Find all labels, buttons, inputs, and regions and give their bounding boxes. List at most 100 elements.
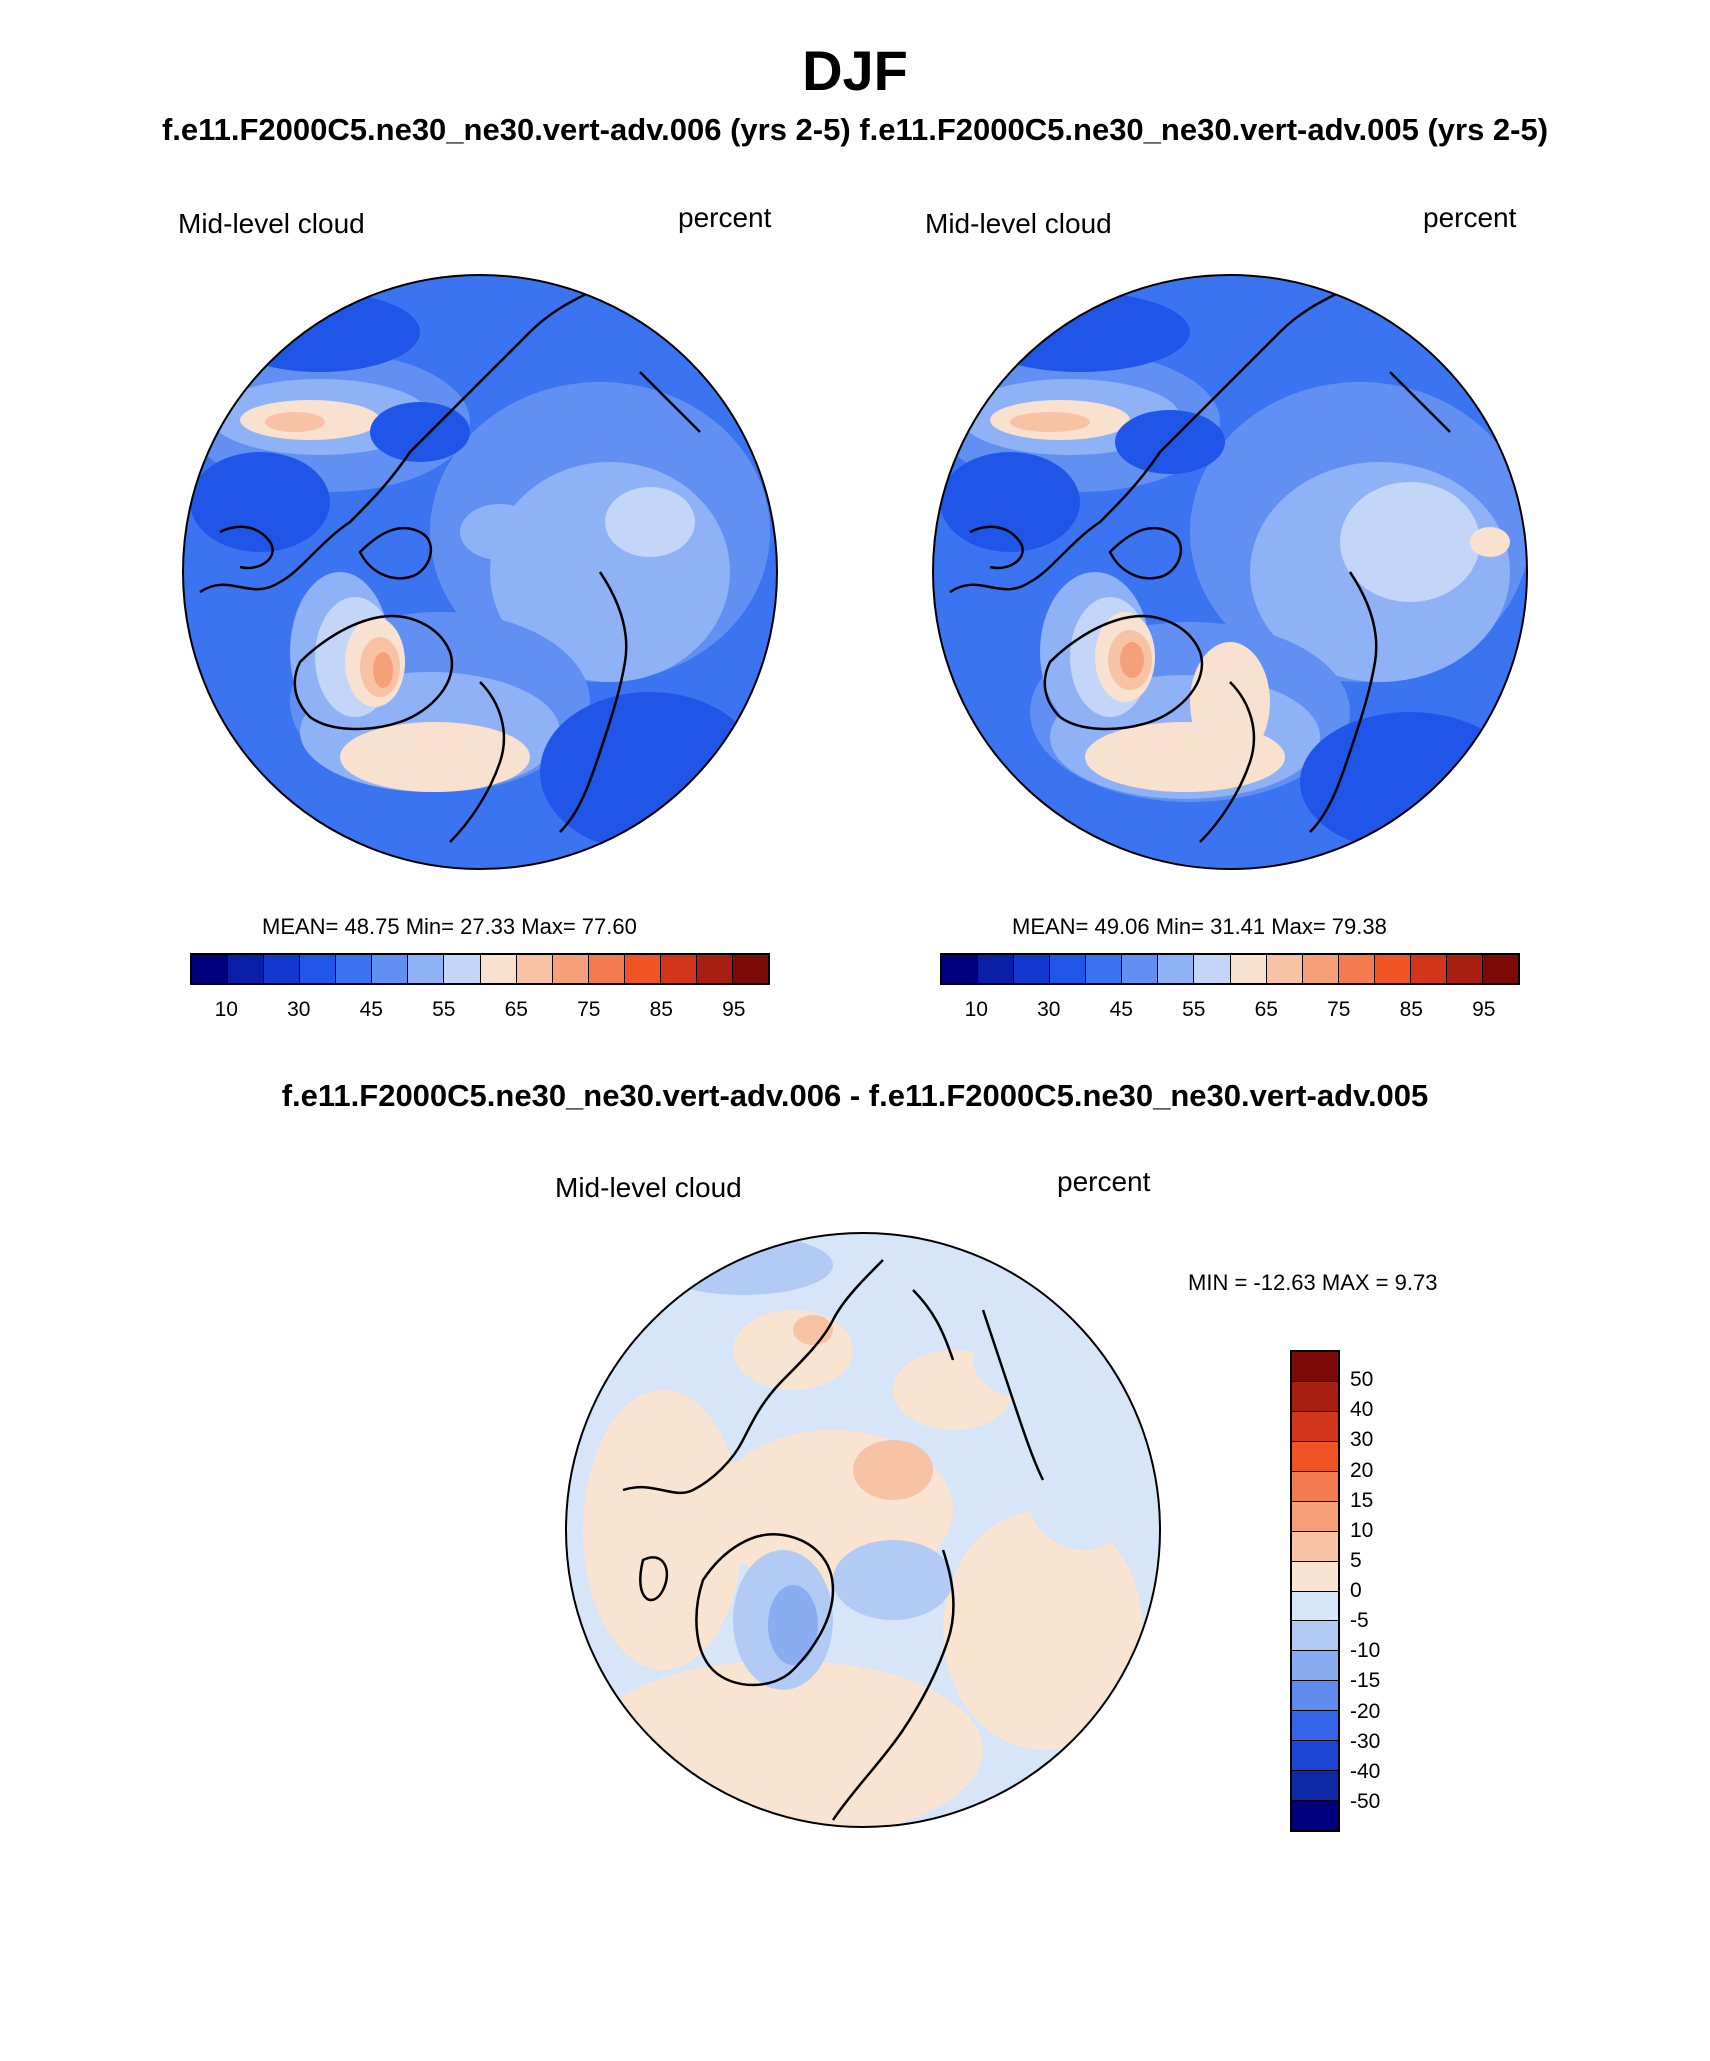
colorbar-swatch bbox=[623, 955, 660, 983]
colorbar-swatch bbox=[227, 955, 264, 983]
panel1-units-label: percent bbox=[678, 202, 772, 233]
colorbar-swatch bbox=[1292, 1470, 1338, 1501]
colorbar-swatch bbox=[407, 955, 444, 983]
colorbar-swatch bbox=[1292, 1800, 1338, 1830]
panel1-stats: MEAN= 48.75 Min= 27.33 Max= 77.60 bbox=[262, 914, 637, 939]
panel2-stats: MEAN= 49.06 Min= 31.41 Max= 79.38 bbox=[1012, 914, 1387, 939]
colorbar-swatch bbox=[1292, 1770, 1338, 1801]
colorbar-swatch bbox=[942, 955, 978, 983]
colorbar-tick-label: 65 bbox=[504, 998, 528, 1021]
diff-map bbox=[565, 1232, 1161, 1828]
colorbar-swatch bbox=[1409, 955, 1446, 983]
colorbar-swatch bbox=[443, 955, 480, 983]
colorbar-tick-label: 30 bbox=[287, 998, 311, 1021]
colorbar-tick-label: -5 bbox=[1350, 1609, 1369, 1633]
colorbar-swatch bbox=[1013, 955, 1050, 983]
colorbar-tick-label: 10 bbox=[964, 998, 988, 1021]
colorbar-tick-label: 85 bbox=[649, 998, 673, 1021]
colorbar-tick-label: 75 bbox=[577, 998, 601, 1021]
colorbar-swatch bbox=[192, 955, 228, 983]
colorbar-swatch bbox=[1292, 1590, 1338, 1621]
colorbar-swatch bbox=[731, 955, 768, 983]
colorbar-tick-label: -30 bbox=[1350, 1729, 1381, 1753]
colorbar-tick-label: 10 bbox=[214, 998, 238, 1021]
colorbar-swatch bbox=[1292, 1410, 1338, 1441]
run-subtitle: f.e11.F2000C5.ne30_ne30.vert-adv.006 (yr… bbox=[0, 112, 1710, 148]
panel2-colorbar bbox=[940, 953, 1520, 985]
colorbar-swatch bbox=[1292, 1710, 1338, 1741]
panel1-map bbox=[182, 274, 778, 870]
diff-units-label: percent bbox=[1057, 1166, 1151, 1197]
colorbar-swatch bbox=[263, 955, 300, 983]
colorbar-swatch bbox=[1292, 1500, 1338, 1531]
colorbar-swatch bbox=[1193, 955, 1230, 983]
colorbar-tick-label: -50 bbox=[1350, 1789, 1381, 1813]
colorbar-swatch bbox=[1292, 1620, 1338, 1651]
diff-colorbar-labels: 50 40 30 20 15 10 5 0 -5 -10 -15 -20 -30 -40 -50 bbox=[1350, 1350, 1440, 1832]
panel1-variable-label: Mid-level cloud bbox=[178, 208, 365, 239]
colorbar-tick-label: 50 bbox=[1350, 1368, 1374, 1392]
colorbar-swatch bbox=[551, 955, 588, 983]
colorbar-tick-label: 45 bbox=[1109, 998, 1133, 1021]
colorbar-tick-label: 75 bbox=[1327, 998, 1351, 1021]
colorbar-swatch bbox=[1292, 1380, 1338, 1411]
colorbar-swatch bbox=[1229, 955, 1266, 983]
colorbar-tick-label: 95 bbox=[1472, 998, 1496, 1021]
colorbar-tick-label: -15 bbox=[1350, 1669, 1381, 1693]
colorbar-swatch bbox=[1292, 1440, 1338, 1471]
colorbar-swatch bbox=[1445, 955, 1482, 983]
panel1-colorbar bbox=[190, 953, 770, 985]
panel2-variable-label: Mid-level cloud bbox=[925, 208, 1112, 239]
colorbar-swatch bbox=[977, 955, 1014, 983]
colorbar-swatch bbox=[695, 955, 732, 983]
colorbar-swatch bbox=[1292, 1352, 1338, 1381]
subtitle-left: f.e11.F2000C5.ne30_ne30.vert-adv.006 (yr… bbox=[161, 112, 851, 147]
colorbar-swatch bbox=[659, 955, 696, 983]
colorbar-swatch bbox=[1337, 955, 1374, 983]
diff-minmax: MIN = -12.63 MAX = 9.73 bbox=[1188, 1270, 1438, 1295]
colorbar-tick-label: 30 bbox=[1037, 998, 1061, 1021]
panel2-colorbar-labels: 10 30 45 55 65 75 85 95 bbox=[940, 998, 1520, 1028]
panel2-units-label: percent bbox=[1423, 202, 1517, 233]
colorbar-swatch bbox=[1292, 1560, 1338, 1591]
colorbar-swatch bbox=[587, 955, 624, 983]
colorbar-tick-label: 55 bbox=[1182, 998, 1206, 1021]
colorbar-swatch bbox=[1292, 1680, 1338, 1711]
diff-colorbar bbox=[1290, 1350, 1340, 1832]
colorbar-swatch bbox=[299, 955, 336, 983]
colorbar-swatch bbox=[1301, 955, 1338, 983]
colorbar-tick-label: -10 bbox=[1350, 1639, 1381, 1663]
colorbar-swatch bbox=[1121, 955, 1158, 983]
colorbar-tick-label: 65 bbox=[1254, 998, 1278, 1021]
colorbar-tick-label: 45 bbox=[359, 998, 383, 1021]
colorbar-tick-label: 15 bbox=[1350, 1488, 1374, 1512]
colorbar-tick-label: 0 bbox=[1350, 1579, 1362, 1602]
colorbar-swatch bbox=[1292, 1650, 1338, 1681]
colorbar-tick-label: 10 bbox=[1350, 1518, 1374, 1542]
colorbar-tick-label: 5 bbox=[1350, 1548, 1362, 1572]
colorbar-swatch bbox=[1157, 955, 1194, 983]
colorbar-swatch bbox=[479, 955, 516, 983]
colorbar-swatch bbox=[1085, 955, 1122, 983]
subtitle-right: f.e11.F2000C5.ne30_ne30.vert-adv.005 (yr… bbox=[859, 112, 1549, 147]
colorbar-swatch bbox=[1265, 955, 1302, 983]
colorbar-tick-label: 95 bbox=[722, 998, 746, 1021]
panel1-colorbar-labels: 10 30 45 55 65 75 85 95 bbox=[190, 998, 770, 1028]
panel2-map bbox=[932, 274, 1528, 870]
difference-title: f.e11.F2000C5.ne30_ne30.vert-adv.006 - f… bbox=[281, 1078, 1429, 1113]
diff-variable-label: Mid-level cloud bbox=[555, 1172, 742, 1203]
colorbar-swatch bbox=[1481, 955, 1518, 983]
page-title: DJF bbox=[802, 39, 908, 102]
colorbar-swatch bbox=[1292, 1740, 1338, 1771]
colorbar-tick-label: 20 bbox=[1350, 1458, 1374, 1482]
colorbar-swatch bbox=[1049, 955, 1086, 983]
colorbar-tick-label: 30 bbox=[1350, 1428, 1374, 1452]
colorbar-tick-label: 55 bbox=[432, 998, 456, 1021]
colorbar-swatch bbox=[371, 955, 408, 983]
colorbar-swatch bbox=[1373, 955, 1410, 983]
colorbar-tick-label: -20 bbox=[1350, 1699, 1381, 1723]
colorbar-tick-label: -40 bbox=[1350, 1759, 1381, 1783]
colorbar-swatch bbox=[335, 955, 372, 983]
colorbar-swatch bbox=[515, 955, 552, 983]
colorbar-tick-label: 40 bbox=[1350, 1398, 1374, 1422]
